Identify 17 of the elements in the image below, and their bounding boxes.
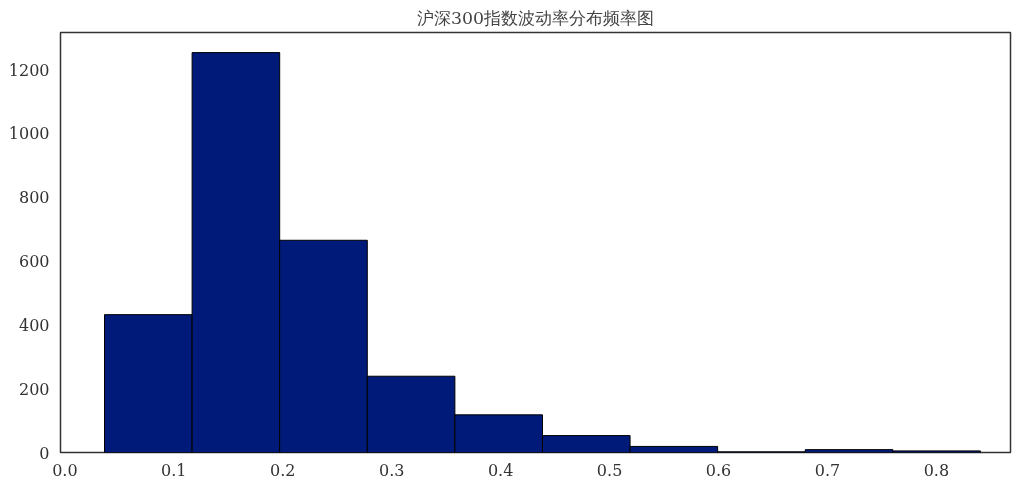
y-tick-label: 200 (18, 379, 50, 399)
x-tick-label: 0.7 (814, 460, 841, 480)
x-tick-label: 0.8 (923, 460, 950, 480)
x-tick-label: 0.5 (596, 460, 623, 480)
x-tick-label: 0.2 (270, 460, 296, 480)
y-tick-label: 1200 (8, 60, 50, 80)
y-tick-label: 0 (39, 443, 50, 463)
chart-title: 沪深300指数波动率分布频率图 (416, 7, 655, 28)
y-tick-label: 800 (18, 188, 50, 208)
x-tick-label: 0.1 (161, 460, 187, 480)
y-tick-label: 600 (18, 252, 50, 272)
y-tick-label: 1000 (8, 124, 50, 144)
x-tick-label: 0.4 (487, 460, 514, 480)
x-tick-label: 0.0 (52, 460, 78, 480)
x-tick-label: 0.3 (378, 460, 405, 480)
x-tick-label: 0.6 (705, 460, 732, 480)
y-tick-label: 400 (18, 315, 50, 335)
